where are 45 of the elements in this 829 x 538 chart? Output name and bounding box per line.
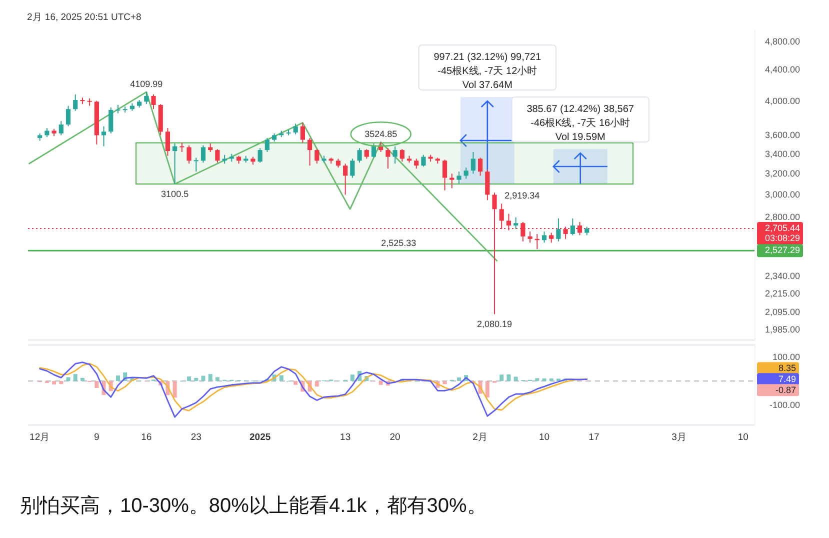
y-tick-label: 2,340.00 (764, 270, 800, 281)
y-tick-label: 4,800.00 (764, 36, 800, 46)
ref-line-label: 2,705.44 03:08:29 (764, 222, 800, 243)
y-tick-label: 4,400.00 (764, 64, 800, 75)
text: 7.49 (778, 374, 796, 384)
annotation: 385.67 (12.42%) 38,567 (526, 104, 634, 115)
y-tick-label: -100.00 (769, 400, 800, 410)
annotation: Vol 19.59M (555, 132, 606, 143)
text: -0.87 (775, 385, 796, 396)
x-tick-label: 10 (738, 432, 748, 443)
y-tick-label: 1,985.00 (764, 324, 800, 334)
x-tick-label: 23 (190, 432, 202, 443)
text: 别怕买高，10-30%。80%以上能看4.1k，都有30%。 (20, 494, 487, 517)
x-tick-label: 16 (141, 432, 152, 443)
x-tick-label: 2月 (472, 432, 488, 443)
x-tick-label: 17 (588, 432, 600, 443)
y-tick-label: 2,095.00 (764, 306, 800, 317)
x-tick-label: 20 (390, 432, 400, 443)
y-tick-label: 3,000.00 (764, 190, 800, 200)
y-tick-label: 4,000.00 (764, 96, 800, 106)
annotation: Vol 37.64M (462, 80, 512, 91)
annotation: 3524.85 (364, 129, 398, 140)
annotation: 2,525.33 (381, 238, 416, 248)
annotation: 2,919.34 (504, 190, 540, 201)
y-tick-label: 100.00 (772, 352, 800, 362)
annotation: 3100.5 (161, 188, 189, 199)
annotation: 4109.99 (130, 78, 163, 89)
chart-title: 2月 16, 2025 20:51 UTC+8 (27, 12, 142, 23)
text: 8.35 (778, 363, 796, 374)
ref-line-label: 2,527.29 (764, 245, 800, 256)
annotation: 2,080.19 (476, 319, 512, 330)
x-tick-label: 12月 (30, 432, 50, 443)
annotation: -46根K线, -7天 16小时 (530, 117, 630, 129)
y-tick-label: 3,200.00 (764, 168, 800, 179)
annotation: -45根K线, -7天 12小时 (438, 65, 538, 77)
x-tick-label: 2025 (250, 432, 272, 443)
y-tick-label: 2,800.00 (764, 212, 800, 222)
y-tick-label: 3,600.00 (764, 130, 800, 140)
annotation: 997.21 (32.12%) 99,721 (434, 52, 542, 63)
x-tick-label: 3月 (672, 432, 687, 443)
y-tick-label: 2,215.00 (764, 288, 800, 299)
x-tick-label: 10 (538, 432, 550, 443)
y-tick-label: 3,400.00 (764, 148, 800, 159)
x-tick-label: 9 (94, 432, 100, 443)
x-tick-label: 13 (340, 432, 351, 443)
